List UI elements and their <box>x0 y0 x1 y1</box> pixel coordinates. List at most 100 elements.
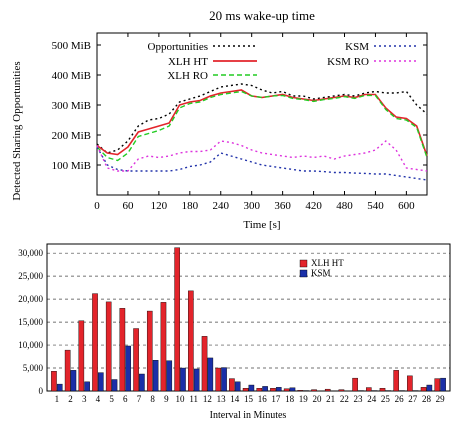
bar-xlh-ht-12 <box>201 336 208 392</box>
bar-ksm-2 <box>70 370 77 392</box>
bar-x-tick-label: 28 <box>422 394 432 404</box>
bar-ksm-9 <box>166 360 173 392</box>
bar-x-tick-label: 6 <box>123 394 128 404</box>
bar-x-tick-label: 27 <box>408 394 418 404</box>
bar-xlh-ht-11 <box>188 290 194 392</box>
series-line-2 <box>96 90 428 162</box>
bar-x-tick-label: 23 <box>354 394 364 404</box>
sharing-opportunities-line-chart: 20 ms wake-up time Detected Sharing Oppo… <box>11 8 428 230</box>
bar-legend-swatch-0 <box>299 259 308 268</box>
bar-legend-swatch-1 <box>299 269 308 278</box>
bar-ksm-1 <box>56 383 63 392</box>
bar-x-tick-label: 4 <box>96 394 101 404</box>
bar-x-tick-label: 13 <box>217 394 227 404</box>
bar-x-tick-label: 14 <box>230 394 240 404</box>
bar-x-tick-label: 5 <box>109 394 114 404</box>
x-tick-label: 240 <box>213 200 230 212</box>
bar-xlh-ht-20 <box>311 389 317 392</box>
bar-y-tick-label: 30,000 <box>18 248 43 258</box>
legend-label-2: XLH RO <box>167 70 208 82</box>
legend: Opportunities XLH HT XLH RO KSM KSM RO <box>148 41 418 82</box>
y-tick-label: 500 MiB <box>52 40 91 52</box>
bar-x-tick-label: 29 <box>436 394 446 404</box>
bar-xlh-ht-8 <box>146 310 153 392</box>
bar-xlh-ht-15 <box>242 388 249 392</box>
bar-x-tick-label: 16 <box>258 394 268 404</box>
bar-ksm-12 <box>207 357 214 392</box>
bar-x-tick-label: 10 <box>176 394 186 404</box>
x-tick-label: 600 <box>398 200 415 212</box>
axis-ticks: 0 60 120 180 240 300 360 420 480 540 600 100 MiB 200… <box>52 33 427 212</box>
bar-plot-frame <box>46 243 451 392</box>
x-tick-label: 0 <box>94 200 100 212</box>
x-tick-label: 300 <box>243 200 260 212</box>
x-axis-label: Time [s] <box>243 219 280 230</box>
bar-xlh-ht-17 <box>270 388 276 392</box>
bar-ksm-17 <box>275 387 282 392</box>
bar-y-tick-label: 15,000 <box>18 317 43 327</box>
bar-x-tick-label: 7 <box>137 394 142 404</box>
bar-x-tick-label: 24 <box>367 394 377 404</box>
bar-x-tick-label: 12 <box>203 394 212 404</box>
bar-xlh-ht-24 <box>366 387 372 392</box>
bar-ksm-10 <box>180 367 186 392</box>
bar-y-tick-label: 25,000 <box>18 271 43 281</box>
bar-xlh-ht-2 <box>64 349 71 392</box>
bar-ksm-11 <box>193 368 200 392</box>
bar-y-tick-label: 20,000 <box>18 294 43 304</box>
bar-x-tick-label: 3 <box>82 394 87 404</box>
bar-ksm-18 <box>289 387 296 392</box>
bar-ksm-7 <box>139 373 145 392</box>
legend-label-4: KSM RO <box>327 56 369 68</box>
bar-xlh-ht-25 <box>379 388 386 392</box>
bar-ksm-5 <box>111 379 118 392</box>
bar-x-tick-label: 20 <box>312 394 322 404</box>
bar-xlh-ht-16 <box>256 388 263 392</box>
bar-xlh-ht-28 <box>420 387 427 392</box>
bar-ksm-13 <box>221 367 227 392</box>
bar-x-tick-label: 11 <box>189 394 198 404</box>
bar-x-tick-label: 21 <box>326 394 335 404</box>
bar-xlh-ht-18 <box>283 388 290 392</box>
bar-x-tick-label: 26 <box>395 394 405 404</box>
bar-xlh-ht-7 <box>133 328 139 392</box>
bar-x-tick-label: 22 <box>340 394 349 404</box>
x-tick-label: 120 <box>151 200 168 212</box>
bar-ksm-14 <box>234 381 241 392</box>
x-tick-label: 480 <box>336 200 353 212</box>
bar-x-tick-label: 15 <box>244 394 254 404</box>
series-lines <box>96 83 428 181</box>
x-tick-label: 180 <box>182 200 199 212</box>
bar-y-tick-label: 5,000 <box>23 363 44 373</box>
bar-xlh-ht-23 <box>352 377 358 392</box>
bar-xlh-ht-6 <box>119 308 126 392</box>
series-line-3 <box>96 146 428 181</box>
bar-ksm-28 <box>426 384 433 392</box>
gridlines <box>47 252 450 369</box>
bar-xlh-ht-26 <box>393 370 399 392</box>
bar-x-tick-label: 19 <box>299 394 309 404</box>
bar-ksm-29 <box>440 377 446 392</box>
bar-x-tick-label: 25 <box>381 394 391 404</box>
bar-y-tick-label: 10,000 <box>18 340 43 350</box>
series-line-4 <box>96 140 428 172</box>
bar-xlh-ht-14 <box>229 378 235 392</box>
bars <box>51 247 446 392</box>
bar-ksm-8 <box>152 360 159 392</box>
bar-x-tick-label: 9 <box>164 394 169 404</box>
y-tick-label: 300 MiB <box>52 100 91 112</box>
x-tick-label: 540 <box>367 200 384 212</box>
bar-x-axis-label: Interval in Minutes <box>210 410 287 421</box>
bar-xlh-ht-5 <box>105 301 112 392</box>
y-tick-label: 100 MiB <box>52 160 91 172</box>
bar-xlh-ht-29 <box>434 378 441 392</box>
bar-ksm-4 <box>98 372 104 392</box>
bar-xlh-ht-22 <box>338 389 345 392</box>
y-axis-label: Detected Sharing Opportunities <box>11 61 23 200</box>
bar-xlh-ht-10 <box>174 247 180 392</box>
bar-legend-label-1: KSM <box>311 268 331 278</box>
bar-xlh-ht-3 <box>78 320 85 392</box>
